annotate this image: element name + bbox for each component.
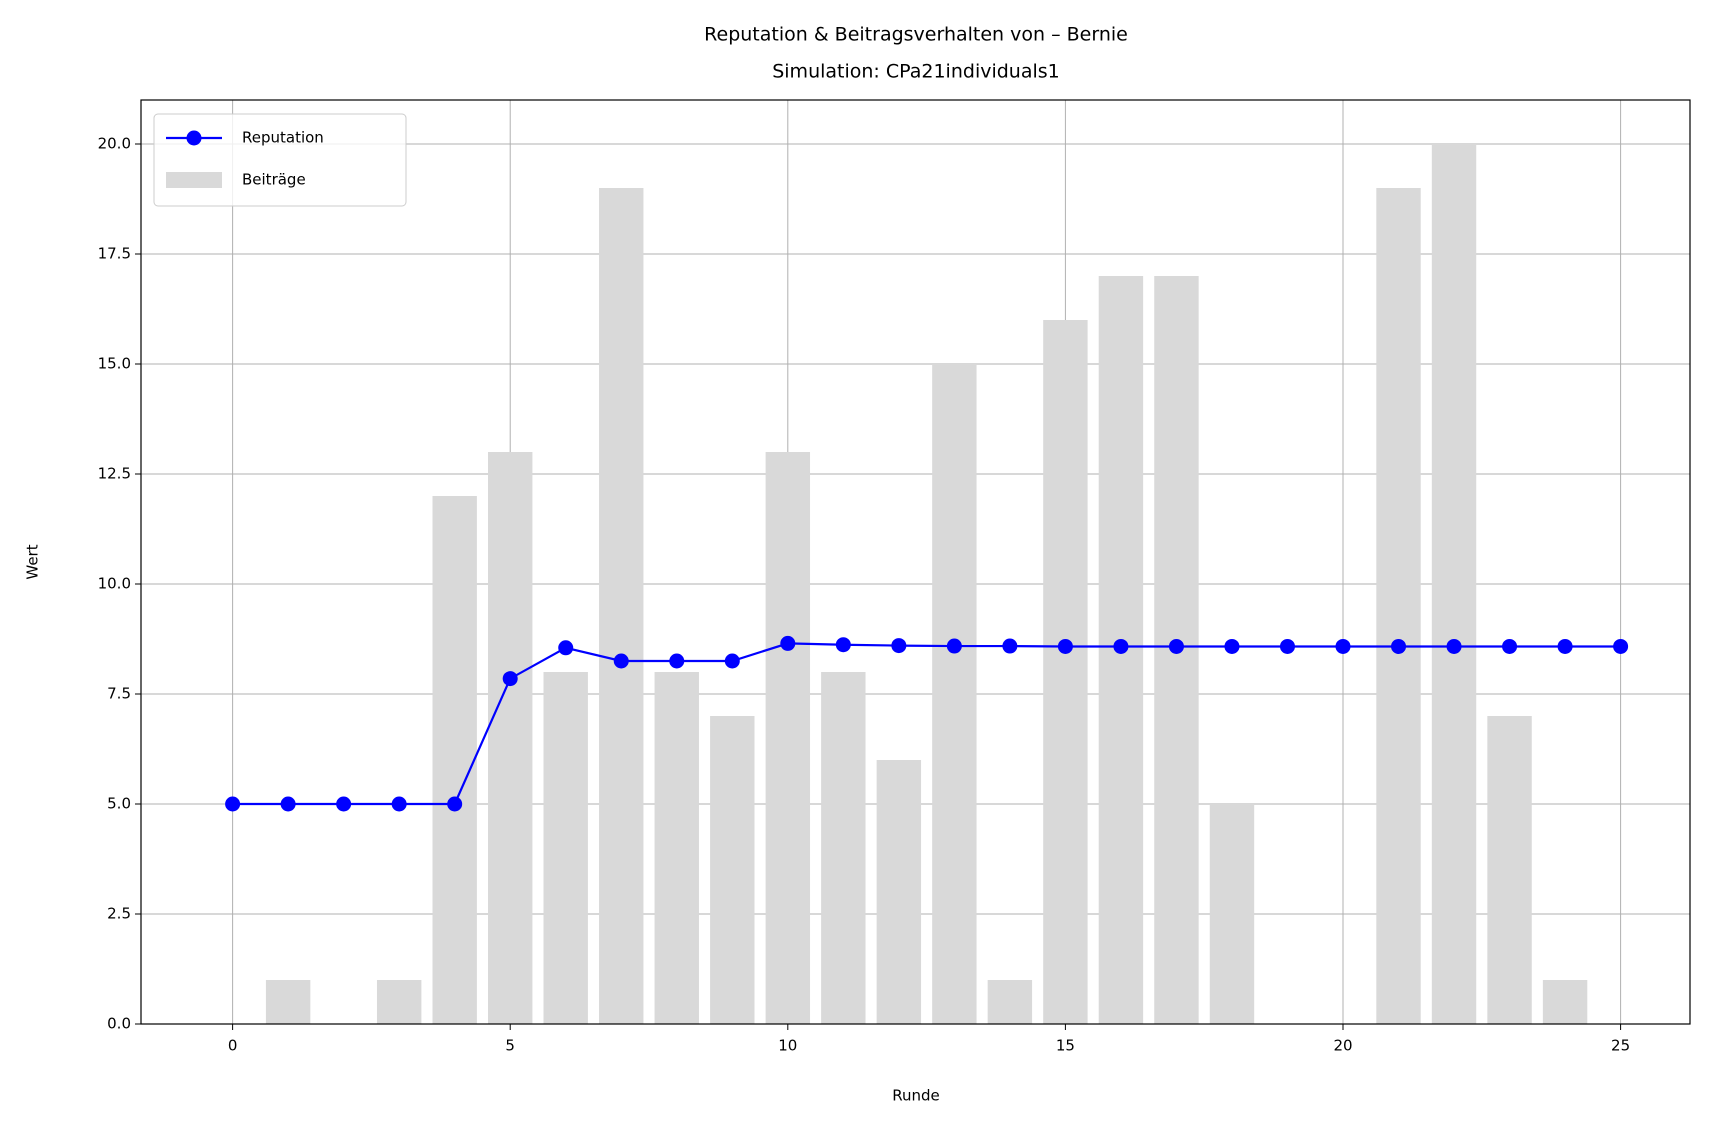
bar (1043, 320, 1088, 1024)
bar (710, 716, 755, 1024)
x-tick-label: 20 (1333, 1037, 1352, 1055)
chart-title: Reputation & Beitragsverhalten von – Ber… (704, 24, 1128, 46)
legend-marker (186, 130, 202, 146)
y-tick-label: 17.5 (98, 245, 131, 263)
y-axis-label: Wert (24, 544, 42, 579)
x-tick-label: 10 (778, 1037, 797, 1055)
marker (502, 671, 518, 687)
marker (891, 638, 907, 654)
marker (1224, 638, 1240, 654)
marker (1002, 638, 1018, 654)
x-tick-label: 15 (1056, 1037, 1075, 1055)
marker (225, 796, 241, 812)
bar (932, 364, 977, 1024)
bar (376, 980, 422, 1024)
marker (336, 796, 352, 812)
bar (765, 452, 811, 1024)
marker (1446, 638, 1462, 654)
bar (1487, 716, 1532, 1024)
marker (613, 653, 629, 669)
marker (1279, 638, 1295, 654)
x-tick-label: 0 (228, 1037, 238, 1055)
x-tick-label: 25 (1611, 1037, 1630, 1055)
y-tick-label: 0.0 (107, 1015, 131, 1033)
line (232, 642, 1621, 806)
legend-label: Beiträge (242, 171, 306, 189)
bar (1376, 188, 1421, 1024)
y-tick-label: 12.5 (98, 465, 131, 483)
y-tick-label: 7.5 (107, 685, 131, 703)
marker (724, 653, 740, 669)
marker (1613, 638, 1629, 654)
marker (1391, 638, 1407, 654)
chart-subtitle: Simulation: CPa21individuals1 (772, 61, 1060, 83)
bar (876, 760, 922, 1024)
bar (1542, 980, 1588, 1024)
y-tick-label: 10.0 (98, 575, 131, 593)
bar (821, 672, 866, 1024)
bar (432, 496, 477, 1024)
bar (599, 188, 644, 1024)
marker (1335, 638, 1351, 654)
marker (1113, 638, 1129, 654)
marker (558, 640, 574, 656)
marker (1557, 638, 1573, 654)
x-axis-label: Runde (892, 1087, 940, 1105)
marker (780, 635, 796, 651)
bar (265, 980, 311, 1024)
y-tick-label: 2.5 (107, 905, 131, 923)
marker (669, 653, 685, 669)
marker (447, 796, 463, 812)
plot-frame (140, 99, 1691, 1025)
bar (987, 980, 1033, 1024)
y-tick-label: 5.0 (107, 795, 131, 813)
bar (1209, 804, 1255, 1024)
marker (835, 637, 851, 653)
marker (391, 796, 407, 812)
bar (1431, 144, 1477, 1024)
y-tick-label: 15.0 (98, 355, 131, 373)
legend-swatch (166, 172, 222, 188)
bar (654, 672, 699, 1024)
marker (1168, 638, 1184, 654)
marker (1502, 638, 1518, 654)
marker (946, 638, 962, 654)
legend-label: Reputation (242, 129, 324, 147)
marker (1057, 638, 1073, 654)
bar (487, 452, 533, 1024)
marker (280, 796, 296, 812)
x-tick-label: 5 (505, 1037, 515, 1055)
bar (543, 672, 588, 1024)
y-tick-label: 20.0 (98, 135, 131, 153)
